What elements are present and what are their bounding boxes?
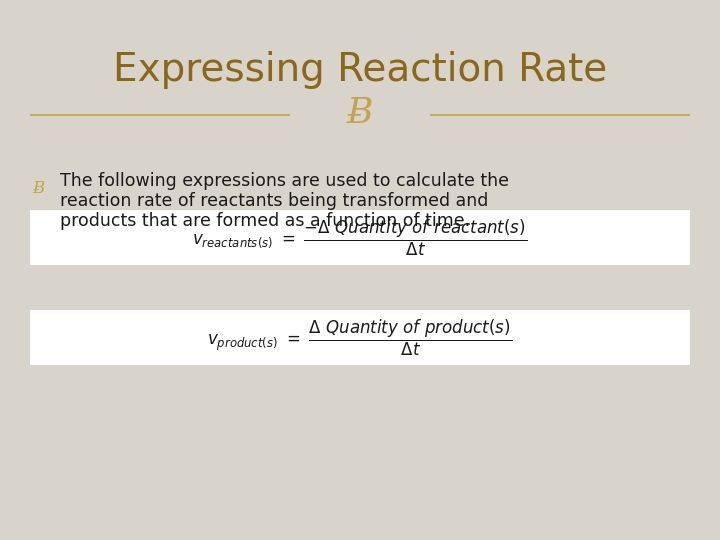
- Text: Expressing Reaction Rate: Expressing Reaction Rate: [113, 51, 607, 89]
- Text: $v_{reactants(s)}\ =\ \dfrac{-\Delta\ \mathit{Quantity\ of\ reactant(s)}}{\Delta: $v_{reactants(s)}\ =\ \dfrac{-\Delta\ \m…: [192, 218, 528, 258]
- Text: reaction rate of reactants being transformed and: reaction rate of reactants being transfo…: [60, 192, 488, 210]
- Text: The following expressions are used to calculate the: The following expressions are used to ca…: [60, 172, 509, 190]
- Text: Ƀ: Ƀ: [32, 180, 44, 197]
- Text: $v_{product(s)}\ =\ \dfrac{\Delta\ \mathit{Quantity\ of\ product(s)}}{\Delta t}$: $v_{product(s)}\ =\ \dfrac{\Delta\ \math…: [207, 318, 513, 358]
- Bar: [30, 310, 690, 365]
- Text: Ƀ: Ƀ: [347, 96, 373, 130]
- Bar: [30, 210, 690, 265]
- Text: products that are formed as a function of time.: products that are formed as a function o…: [60, 212, 470, 230]
